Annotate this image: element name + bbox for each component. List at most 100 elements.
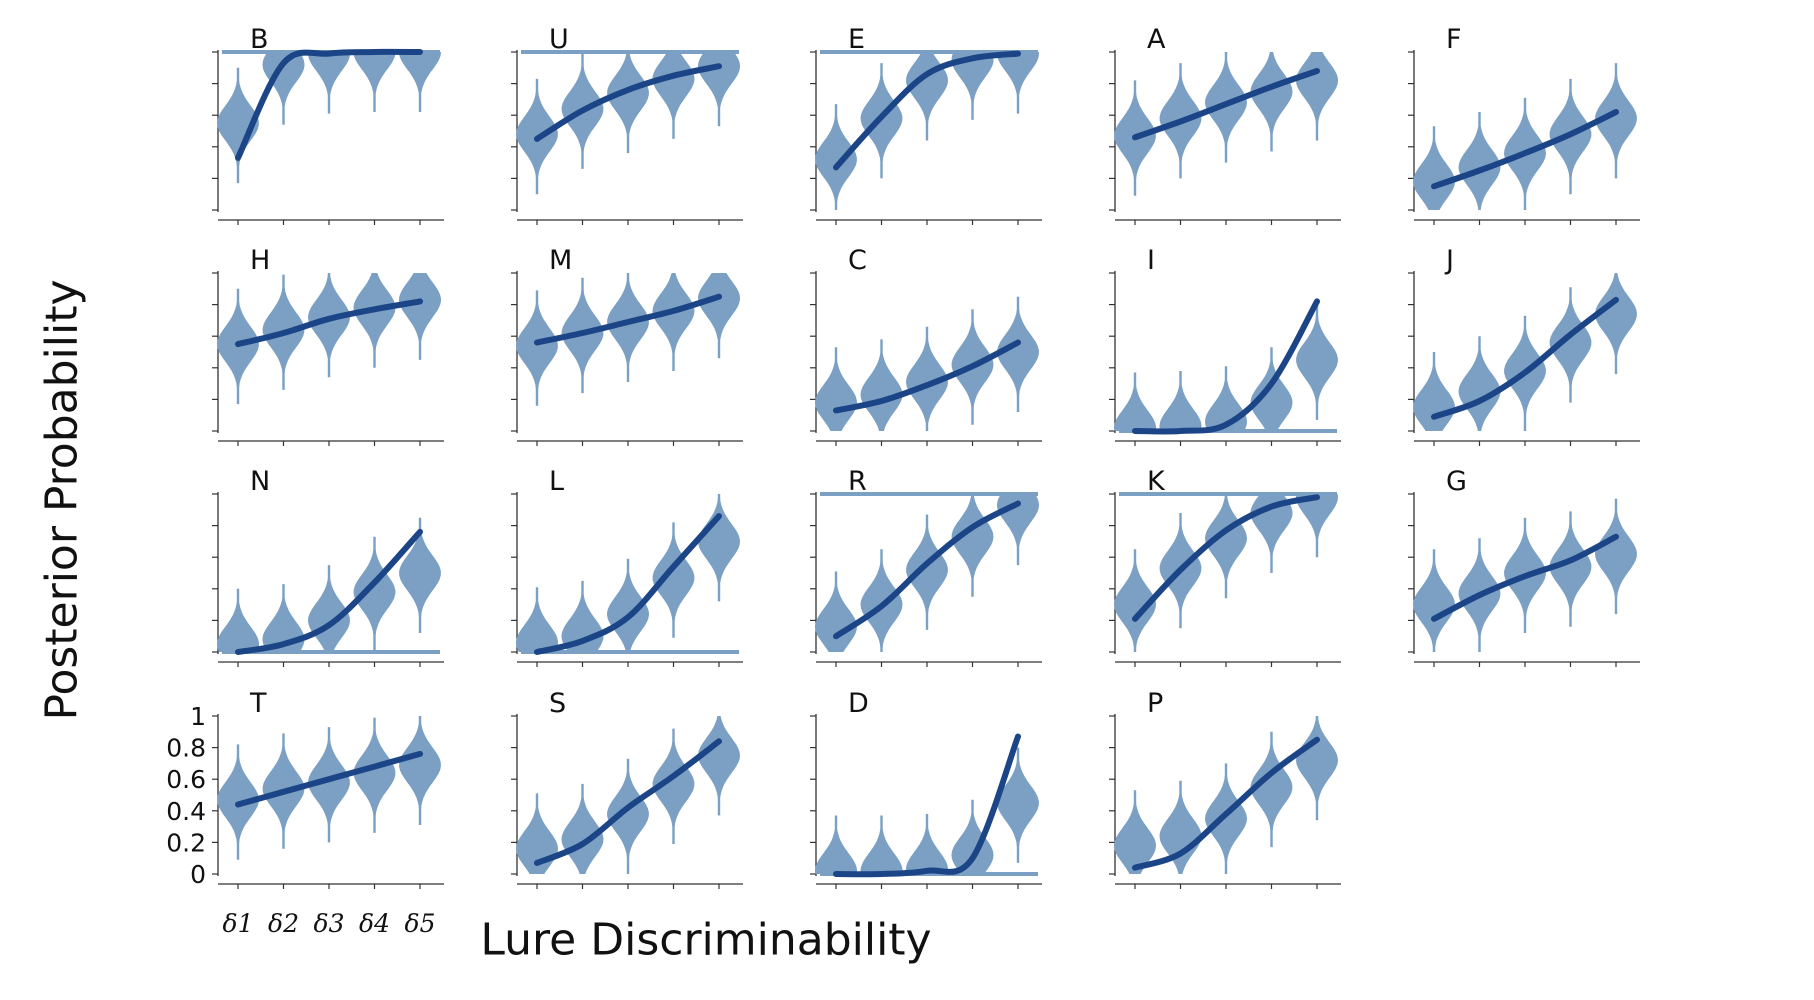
y-tick-label: 0 xyxy=(190,860,206,889)
violin xyxy=(860,339,903,431)
ceiling-band xyxy=(521,50,739,54)
violin xyxy=(1458,112,1501,210)
panel-T: T 0 0.20.4 0.60.8 1 δ1 δ2 δ3 δ4 δ5 xyxy=(166,688,444,938)
violin xyxy=(815,347,857,431)
violin xyxy=(652,273,695,371)
violin xyxy=(1595,498,1637,615)
fitted-curve xyxy=(1431,109,1619,190)
violin xyxy=(698,52,740,127)
fitted-curve xyxy=(235,750,423,808)
panel-label: A xyxy=(1147,24,1166,55)
violin xyxy=(262,52,305,125)
floor-band xyxy=(1119,429,1337,433)
violin xyxy=(516,290,558,406)
violin xyxy=(698,716,740,816)
violin xyxy=(815,815,857,874)
fitted-curve xyxy=(534,293,722,346)
ceiling-band xyxy=(820,492,1038,496)
panel-A: A xyxy=(1109,24,1341,225)
fitted-curve xyxy=(1431,296,1619,420)
fitted-curve xyxy=(1132,68,1320,141)
y-tick-label: 0.2 xyxy=(166,828,206,857)
violin xyxy=(1205,494,1247,599)
panel-label: M xyxy=(549,245,572,276)
violin xyxy=(516,793,558,874)
violin xyxy=(1549,287,1592,403)
violin xyxy=(1413,549,1455,652)
violin xyxy=(607,758,649,874)
panel-label: G xyxy=(1446,466,1467,497)
violin xyxy=(652,52,695,139)
panel-label: K xyxy=(1147,466,1166,497)
fitted-curve xyxy=(235,528,423,655)
fitted-curve xyxy=(235,48,423,161)
violin xyxy=(698,494,740,602)
violin xyxy=(951,52,994,120)
violin xyxy=(1114,372,1156,431)
panel-label: D xyxy=(848,688,869,719)
fitted-curve xyxy=(1431,533,1619,622)
violin xyxy=(1296,52,1338,141)
violin xyxy=(1296,304,1338,420)
violin xyxy=(353,536,396,652)
violin xyxy=(951,799,994,874)
floor-band xyxy=(820,872,1038,876)
violin xyxy=(815,104,857,210)
x-axis-label: Lure Discriminability xyxy=(480,914,932,966)
x-tick-label: δ1 xyxy=(223,909,254,938)
violin xyxy=(353,52,396,112)
ceiling-band xyxy=(820,50,1038,54)
violin xyxy=(1159,780,1202,874)
violin xyxy=(1250,731,1293,848)
violin xyxy=(1296,494,1338,558)
x-tick-label: δ3 xyxy=(314,909,345,938)
violin xyxy=(906,326,948,431)
violin xyxy=(652,522,695,638)
violin xyxy=(353,273,396,368)
panel-M: M xyxy=(511,245,743,446)
violin xyxy=(308,273,350,378)
violin xyxy=(860,815,903,874)
fitted-curve xyxy=(833,733,1021,878)
panel-R: R xyxy=(810,466,1042,667)
violin xyxy=(308,565,350,652)
violin xyxy=(607,52,649,154)
panel-N: N xyxy=(212,466,444,667)
violin xyxy=(1413,126,1455,210)
violin xyxy=(906,52,948,141)
panel-K: K xyxy=(1109,466,1341,667)
violin xyxy=(308,727,350,843)
violin xyxy=(815,571,857,652)
panel-label: I xyxy=(1147,245,1155,276)
violin xyxy=(860,549,903,652)
panel-label: R xyxy=(848,466,867,497)
fitted-curve xyxy=(833,500,1021,640)
violin xyxy=(1549,511,1592,627)
floor-band xyxy=(521,650,739,654)
fitted-curve xyxy=(534,63,722,142)
panel-label: E xyxy=(848,24,865,55)
violin xyxy=(1114,549,1156,652)
panel-G: G xyxy=(1408,466,1640,667)
fitted-curve xyxy=(833,339,1021,414)
violin xyxy=(1250,52,1293,152)
fitted-curve xyxy=(1132,494,1320,622)
violin xyxy=(607,273,649,382)
floor-band xyxy=(222,650,440,654)
violin xyxy=(607,558,649,652)
fitted-curve xyxy=(235,298,423,348)
violin xyxy=(997,296,1039,412)
violin xyxy=(906,514,948,630)
y-tick-label: 0.4 xyxy=(166,797,206,826)
panel-L: L xyxy=(511,466,743,667)
violin xyxy=(353,717,396,833)
panel-D: D xyxy=(810,688,1042,889)
violin xyxy=(951,494,994,597)
panel-label: C xyxy=(848,245,867,276)
violin xyxy=(1205,763,1247,874)
panel-label: J xyxy=(1444,245,1454,276)
violin xyxy=(652,728,695,844)
panel-label: B xyxy=(250,24,269,55)
panel-P: P xyxy=(1109,688,1341,889)
